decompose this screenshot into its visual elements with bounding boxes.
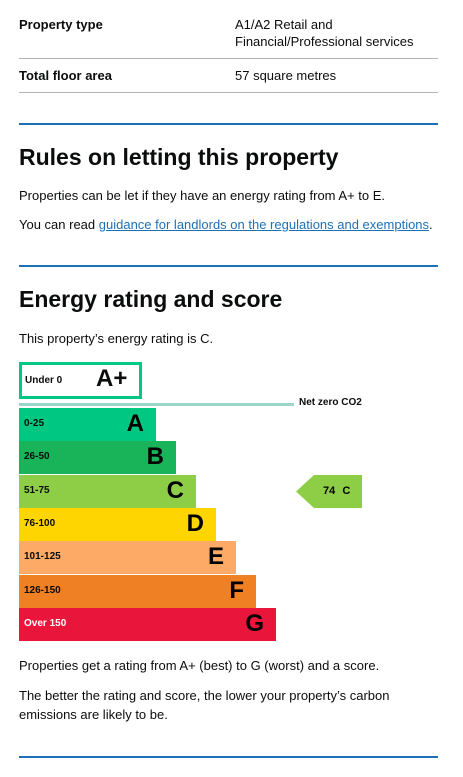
net-zero-label: Net zero CO2 [299,397,362,408]
band-letter: F [229,576,244,604]
rating-band-b: 26-50 B [19,441,176,475]
band-letter: C [166,476,184,504]
section-divider [19,265,438,267]
summary-row-floor-area: Total floor area 57 square metres [19,59,438,93]
section-divider [19,123,438,125]
band-letter: A [126,410,144,437]
summary-row-property-type: Property type A1/A2 Retail and Financial… [19,0,438,59]
current-rating-arrow [296,474,362,508]
energy-heading: Energy rating and score [19,286,283,312]
current-letter: C [342,484,351,497]
band-range: Over 150 [24,617,67,629]
band-letter: B [146,443,164,471]
summary-value: A1/A2 Retail and Financial/Professional … [235,17,414,49]
summary-key: Property type [19,17,103,32]
rating-band-e: 101-125 E [19,541,236,575]
band-letter: D [186,509,204,537]
band-letter: E [207,543,224,571]
summary-value: 57 square metres [235,68,337,83]
band-range: 51-75 [24,484,50,496]
current-rating-text: 74 C [323,485,350,497]
letting-heading: Rules on letting this property [19,144,339,170]
current-score: 74 [323,484,336,497]
rating-band-c: 51-75 C [19,474,196,508]
aplus-letter: A+ [96,365,128,392]
net-zero-line [19,403,294,406]
energy-rating-chart: Under 0 A+ Net zero CO2 0-25 A 26-50 B 51-75… [19,362,438,652]
page-content: Property type A1/A2 Retail and Financial… [19,0,438,758]
rating-band-a: 0-25 A [19,408,156,441]
letting-paragraph: Properties can be let if they have an en… [19,188,386,203]
band-letter: G [245,609,264,637]
guidance-suffix: . [429,217,433,232]
section-divider [19,756,438,758]
aplus-range: Under 0 [25,375,63,386]
rating-band-d: 76-100 D [19,507,216,541]
band-range: 126-150 [24,584,61,596]
current-rating-marker: 74 C [296,474,362,508]
band-range: 76-100 [24,517,56,529]
aplus-band: Under 0 A+ [19,362,142,399]
band-range: 101-125 [24,551,61,563]
guidance-prefix: You can read [19,217,99,232]
rating-footnote: Properties get a rating from A+ (best) t… [19,658,380,673]
summary-key: Total floor area [19,68,112,83]
guidance-link[interactable]: guidance for landlords on the regulation… [98,217,430,232]
rating-band-g: Over 150 G [19,607,276,641]
rating-band-f: 126-150 F [19,574,256,608]
carbon-footnote: The better the rating and score, the low… [19,688,390,722]
band-range: 0-25 [24,418,45,429]
guidance-paragraph: You can read guidance for landlords on t… [19,215,438,234]
energy-intro: This property’s energy rating is C. [19,331,214,346]
band-range: 26-50 [24,451,50,463]
